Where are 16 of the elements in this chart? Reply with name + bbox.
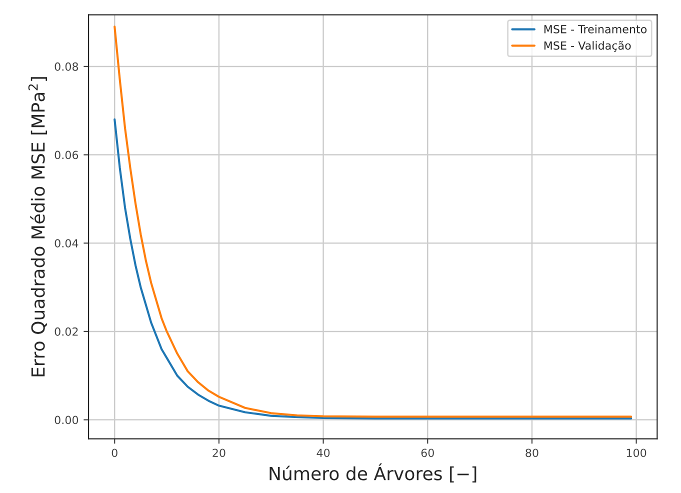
x-tick-label: 60 [421, 448, 434, 458]
line-series [114, 118, 632, 420]
x-tick-label: 80 [526, 448, 538, 458]
y-tick-label: 0.02 [54, 327, 78, 336]
x-tick-label: 40 [316, 448, 330, 458]
x-axis-title: Número de Árvores [−] [270, 463, 476, 483]
x-tick-label: 100 [626, 448, 646, 458]
y-tick-label: 0.08 [54, 62, 78, 71]
y-tick-label: 0.00 [54, 416, 78, 424]
x-tick-label: 20 [212, 448, 226, 458]
legend-label: MSE - Treinamento [544, 24, 647, 34]
legend-label: MSE - Validação [544, 40, 631, 52]
x-tick-label: 0 [112, 448, 118, 458]
y-axis-title: Erro Quadrado Médio MSE [MPa$^{2}$] [28, 77, 47, 376]
y-tick-label: 0.04 [54, 239, 78, 248]
y-tick-label: 0.06 [54, 150, 78, 160]
